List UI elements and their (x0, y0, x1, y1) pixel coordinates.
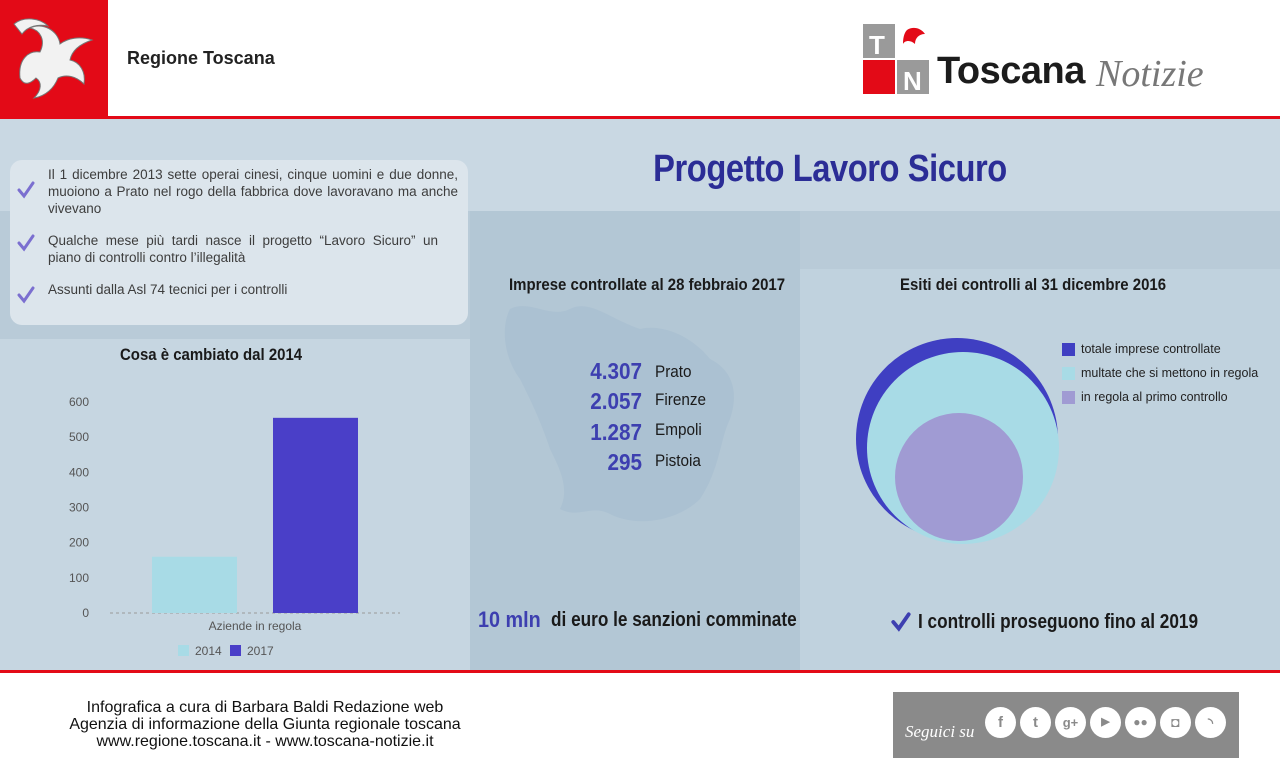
toscana-notizie-logo[interactable]: T N Toscana Notizie (863, 24, 1223, 96)
bar-chart: 0 100 200 300 400 500 600 Aziende in regola 2014… (69, 395, 400, 658)
intro-bullets: Il 1 dicembre 2013 sette operai cinesi, … (10, 160, 468, 325)
brand-italic: Notizie (1096, 53, 1204, 95)
brand-word: Toscana (937, 50, 1085, 92)
bullet-text: Assunti dalla Asl 74 tecnici per i contr… (48, 282, 288, 297)
twitter-icon[interactable]: t (1020, 707, 1051, 738)
y-tick-label: 300 (69, 501, 89, 515)
company-city: Empoli (655, 420, 702, 439)
legend-label: multate che si mettono in regola (1081, 366, 1259, 380)
company-count: 295 (607, 449, 642, 475)
legend-swatch-2017 (230, 645, 241, 656)
region-title: Regione Toscana (127, 48, 275, 68)
credit-line: Infografica a cura di Barbara Baldi Reda… (86, 699, 444, 716)
bar-2014 (152, 556, 237, 613)
outcomes-title: Esiti dei controlli al 31 dicembre 2016 (900, 275, 1167, 294)
instagram-icon[interactable]: ◘ (1160, 707, 1191, 738)
svg-text:N: N (903, 66, 922, 96)
google-plus-icon[interactable]: g+ (1055, 707, 1086, 738)
bullet-text: Il 1 dicembre 2013 sette operai cinesi, … (48, 167, 458, 216)
rss-icon[interactable]: ◝ (1195, 707, 1226, 738)
legend-label-2014: 2014 (195, 644, 222, 658)
header: Regione Toscana T N Toscana Notizie (0, 0, 1280, 116)
facebook-icon[interactable]: f (985, 707, 1016, 738)
chart-title: Cosa è cambiato dal 2014 (120, 345, 303, 364)
credits: Infografica a cura di Barbara Baldi Reda… (40, 699, 490, 750)
tn-mark-icon: T N (863, 24, 929, 96)
credit-line[interactable]: www.regione.toscana.it - www.toscana-not… (96, 733, 434, 750)
legend-label: in regola al primo controllo (1081, 390, 1228, 404)
legend-swatch (1062, 343, 1075, 356)
page-title: Progetto Lavoro Sicuro (653, 148, 1007, 190)
company-city: Firenze (655, 390, 707, 409)
legend-swatch (1062, 367, 1075, 380)
tuscany-map-silhouette (504, 306, 734, 522)
pegasus-icon (13, 18, 94, 99)
sanctions-text: di euro le sanzioni comminate (551, 609, 797, 631)
y-tick-label: 200 (69, 536, 89, 550)
social-bar: Seguici su f t g+ ▶ ●● ◘ ◝ (893, 692, 1239, 758)
company-city: Prato (655, 362, 692, 381)
company-count: 4.307 (590, 358, 642, 384)
flickr-icon[interactable]: ●● (1125, 707, 1156, 738)
company-count: 1.287 (590, 419, 642, 445)
y-tick-label: 400 (69, 465, 89, 479)
youtube-icon[interactable]: ▶ (1090, 707, 1121, 738)
regione-toscana-logo[interactable] (0, 0, 108, 116)
footer-divider (0, 670, 1280, 673)
legend-swatch-2014 (178, 645, 189, 656)
follow-label: Seguici su (905, 722, 975, 741)
footer: Infografica a cura di Barbara Baldi Reda… (0, 673, 1280, 777)
credit-line: Agenzia di informazione della Giunta reg… (69, 716, 461, 733)
check-icon (891, 612, 911, 632)
legend-swatch (1062, 391, 1075, 404)
svg-text:T: T (869, 30, 885, 60)
check-icon (17, 181, 35, 199)
continue-statement: I controlli proseguono fino al 2019 (918, 611, 1199, 633)
legend-label: totale imprese controllate (1081, 342, 1221, 356)
bullet-text: Qualche mese più tardi nasce il progetto… (48, 233, 438, 265)
bar-2017 (273, 417, 358, 613)
sanctions-value: 10 mln (478, 607, 541, 632)
background-band (0, 339, 470, 670)
y-tick-label: 100 (69, 571, 89, 585)
legend-label-2017: 2017 (247, 644, 274, 658)
company-city: Pistoia (655, 451, 701, 470)
y-tick-label: 600 (69, 395, 89, 409)
bubble-compliant (895, 413, 1023, 541)
header-divider (0, 116, 1280, 119)
check-icon (17, 286, 35, 304)
y-tick-label: 500 (69, 430, 89, 444)
y-tick-label: 0 (82, 606, 89, 620)
x-category-label: Aziende in regola (209, 619, 302, 633)
outcomes-bubbles (856, 338, 1059, 544)
check-icon (17, 234, 35, 252)
companies-title: Imprese controllate al 28 febbraio 2017 (509, 275, 786, 294)
company-count: 2.057 (590, 388, 642, 414)
